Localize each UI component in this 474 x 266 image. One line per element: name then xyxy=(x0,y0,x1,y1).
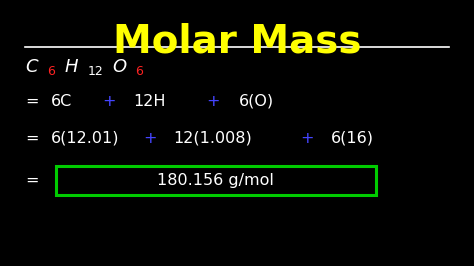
Text: 12H: 12H xyxy=(133,94,166,109)
Text: 6(16): 6(16) xyxy=(331,131,374,146)
Text: 6(12.01): 6(12.01) xyxy=(51,131,119,146)
Text: 6: 6 xyxy=(47,65,55,78)
Text: =: = xyxy=(25,173,38,188)
Text: Molar Mass: Molar Mass xyxy=(113,22,361,60)
Text: +: + xyxy=(103,94,116,109)
Text: =: = xyxy=(25,131,38,146)
Text: H: H xyxy=(65,58,79,76)
Text: +: + xyxy=(301,131,314,146)
Text: C: C xyxy=(25,58,37,76)
Text: 6: 6 xyxy=(135,65,143,78)
Text: =: = xyxy=(25,94,38,109)
Text: 12(1.008): 12(1.008) xyxy=(173,131,252,146)
Text: 12: 12 xyxy=(88,65,103,78)
Text: O: O xyxy=(112,58,126,76)
Text: 6C: 6C xyxy=(51,94,72,109)
Text: 6(O): 6(O) xyxy=(239,94,274,109)
Text: +: + xyxy=(143,131,156,146)
Text: 180.156 g/mol: 180.156 g/mol xyxy=(157,173,274,188)
Text: +: + xyxy=(206,94,220,109)
